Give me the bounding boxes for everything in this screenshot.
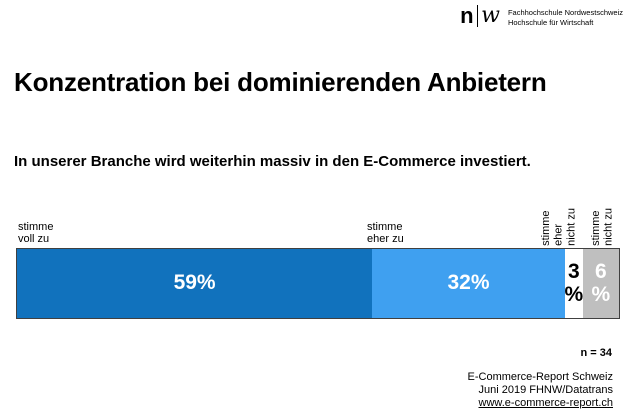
logo-divider xyxy=(476,5,479,27)
fhnw-logo-text: Fachhochschule Nordwestschweiz Hochschul… xyxy=(508,5,623,28)
logo-letter-w: w xyxy=(481,3,500,28)
segment-value: 59% xyxy=(173,271,216,295)
bar-segment-stimme-voll-zu: 59% xyxy=(17,249,373,318)
category-label-stimme-eher-nicht-zu: stimme eher nicht zu xyxy=(540,208,578,246)
survey-statement: In unserer Branche wird weiterhin massiv… xyxy=(14,153,531,171)
footer-report-name: E-Commerce-Report Schweiz xyxy=(467,371,613,383)
logo-org-line1: Fachhochschule Nordwestschweiz xyxy=(507,8,623,17)
logo-org-line2: Hochschule für Wirtschaft xyxy=(507,17,594,27)
footer-date-publisher: Juni 2019 FHNW/Datatrans xyxy=(478,384,614,397)
stacked-bar: 59% 32% 3 % 6 % xyxy=(16,248,620,319)
category-labels: stimme voll zu stimme eher zu stimme ehe… xyxy=(16,190,620,248)
logo-letter-n: n xyxy=(460,3,474,28)
segment-value: 3 % xyxy=(564,260,584,306)
category-label-stimme-voll-zu: stimme voll zu xyxy=(18,220,54,246)
footer: E-Commerce-Report Schweiz Juni 2019 FHNW… xyxy=(468,371,613,411)
bar-segment-stimme-eher-nicht-zu: 3 % xyxy=(564,249,584,318)
bar-segment-stimme-eher-zu: 32% xyxy=(372,249,565,318)
segment-value: 6 % xyxy=(591,260,611,306)
category-label-stimme-nicht-zu: stimme nicht zu xyxy=(590,208,615,246)
page-title: Konzentration bei dominierenden Anbieter… xyxy=(14,67,547,98)
bar-segment-stimme-nicht-zu: 6 % xyxy=(582,249,619,318)
stacked-bar-chart: stimme voll zu stimme eher zu stimme ehe… xyxy=(16,190,620,319)
fhnw-logo-mark: n w xyxy=(460,5,500,27)
category-label-stimme-eher-zu: stimme eher zu xyxy=(367,220,404,246)
fhnw-logo: n w Fachhochschule Nordwestschweiz Hochs… xyxy=(460,5,623,28)
report-link[interactable]: www.e-commerce-report.ch xyxy=(478,397,613,410)
sample-size-note: n = 34 xyxy=(580,347,613,359)
segment-value: 32% xyxy=(447,271,490,295)
